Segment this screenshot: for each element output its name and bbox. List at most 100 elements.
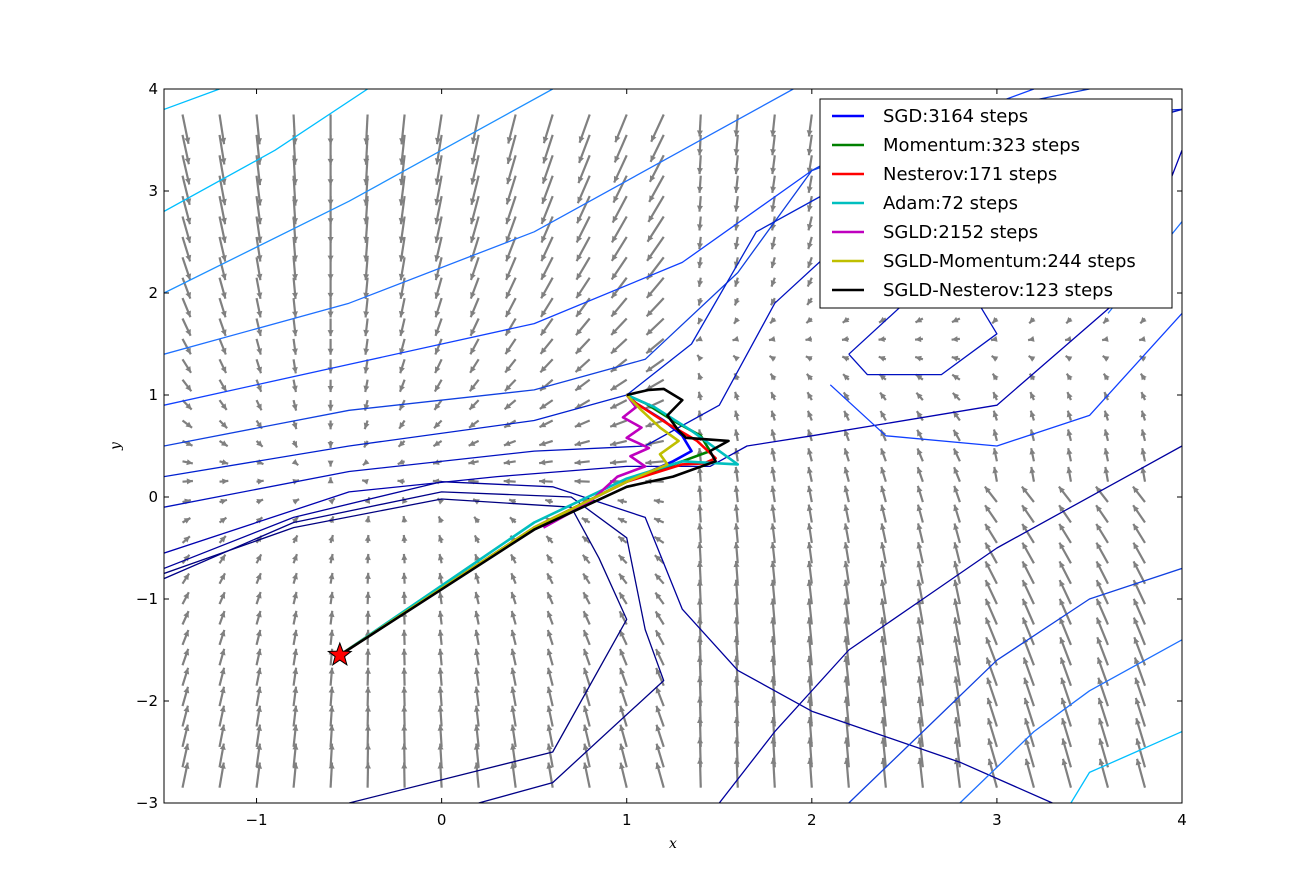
field-arrowhead xyxy=(1139,335,1146,342)
field-arrowhead xyxy=(880,448,886,456)
field-arrowhead xyxy=(1029,466,1036,474)
field-arrowhead xyxy=(1140,316,1147,324)
field-arrowhead xyxy=(806,542,813,549)
field-arrowhead xyxy=(364,610,371,617)
field-arrowhead xyxy=(183,630,189,637)
field-arrowhead xyxy=(255,592,262,599)
field-arrowhead xyxy=(220,329,227,336)
field-arrowhead xyxy=(697,391,704,399)
series-line xyxy=(542,394,651,529)
field-arrowhead xyxy=(696,485,703,492)
field-arrowhead xyxy=(292,255,299,262)
field-arrowhead xyxy=(582,554,589,562)
field-arrowhead xyxy=(843,504,850,512)
field-arrowhead xyxy=(546,648,553,656)
field-arrowhead xyxy=(583,648,589,656)
legend-label: Momentum:323 steps xyxy=(883,135,1080,156)
field-arrowhead xyxy=(1140,429,1147,436)
x-axis-label: x xyxy=(669,836,677,852)
field-arrowhead xyxy=(506,137,513,144)
field-arrowhead xyxy=(991,355,999,362)
field-arrowhead xyxy=(1096,542,1102,550)
field-arrowhead xyxy=(546,705,553,713)
field-arrowhead xyxy=(646,365,653,372)
field-arrowhead xyxy=(220,292,227,299)
field-arrowhead xyxy=(219,554,226,562)
field-arrowhead xyxy=(619,743,625,751)
field-arrowhead xyxy=(255,648,262,656)
field-arrowhead xyxy=(916,485,923,493)
field-arrowhead xyxy=(842,356,849,362)
field-arrowhead xyxy=(1103,448,1110,455)
x-tick-label: 3 xyxy=(992,811,1002,829)
field-arrowhead xyxy=(953,411,960,418)
field-arrowhead xyxy=(770,130,777,137)
field-arrowhead xyxy=(582,724,589,732)
field-arrowhead xyxy=(843,579,850,587)
field-arrowhead xyxy=(611,235,618,243)
field-arrowhead xyxy=(610,365,618,372)
field-arrowhead xyxy=(880,392,887,400)
field-arrowhead xyxy=(915,316,923,323)
field-arrowhead xyxy=(953,467,960,474)
field-arrowhead xyxy=(220,158,227,165)
field-arrowhead xyxy=(398,292,405,299)
field-arrowhead xyxy=(879,542,886,549)
field-arrowhead xyxy=(1067,392,1073,399)
field-arrowhead xyxy=(364,667,371,674)
legend-label: SGD:3164 steps xyxy=(883,106,1028,127)
field-arrowhead xyxy=(505,273,512,280)
field-arrowhead xyxy=(617,518,625,524)
field-arrowhead xyxy=(986,677,993,685)
field-arrowhead xyxy=(951,355,959,362)
field-arrowhead xyxy=(256,236,263,243)
field-arrowhead xyxy=(609,459,617,466)
field-arrowhead xyxy=(219,724,226,732)
field-arrowhead xyxy=(696,149,703,156)
field-arrowhead xyxy=(398,236,405,243)
field-arrowhead xyxy=(575,328,583,336)
field-arrowhead xyxy=(1103,316,1110,324)
field-arrowhead xyxy=(328,553,335,561)
field-arrowhead xyxy=(576,291,583,299)
start-marker xyxy=(327,641,353,666)
field-arrowhead xyxy=(256,440,263,447)
field-arrowhead xyxy=(183,592,189,599)
field-arrowhead xyxy=(696,523,703,530)
field-arrowhead xyxy=(1135,758,1142,766)
field-arrowhead xyxy=(256,217,263,225)
field-arrowhead xyxy=(219,648,226,656)
field-arrowhead xyxy=(291,292,298,299)
field-arrowhead xyxy=(291,404,298,411)
field-arrowhead xyxy=(697,224,703,231)
field-arrowhead xyxy=(879,579,886,587)
field-arrowhead xyxy=(291,179,298,186)
field-arrowhead xyxy=(256,724,263,731)
field-arrowhead xyxy=(184,137,191,144)
field-arrowhead xyxy=(363,422,370,430)
field-arrowhead xyxy=(401,705,408,712)
field-arrowhead xyxy=(434,403,441,410)
field-arrowhead xyxy=(364,705,371,712)
y-tick-label: 1 xyxy=(148,386,158,404)
field-arrowhead xyxy=(807,279,813,287)
field-arrowhead xyxy=(733,504,740,511)
field-arrowhead xyxy=(807,298,814,306)
field-arrowhead xyxy=(399,158,406,165)
field-arrowhead xyxy=(474,573,481,580)
field-arrowhead xyxy=(434,292,441,299)
legend-label: SGLD:2152 steps xyxy=(883,222,1038,243)
field-arrowhead xyxy=(469,198,476,205)
field-arrowhead xyxy=(327,218,334,225)
field-arrowhead xyxy=(256,667,262,675)
field-arrowhead xyxy=(843,392,850,400)
field-arrowhead xyxy=(1140,410,1147,418)
field-arrowhead xyxy=(183,724,190,732)
field-arrowhead xyxy=(397,478,404,485)
field-arrowhead xyxy=(984,486,991,494)
field-arrowhead xyxy=(505,310,512,318)
field-arrowhead xyxy=(256,310,263,318)
field-arrowhead xyxy=(438,535,444,542)
y-tick-label: 2 xyxy=(148,284,158,302)
field-arrowhead xyxy=(916,617,923,624)
